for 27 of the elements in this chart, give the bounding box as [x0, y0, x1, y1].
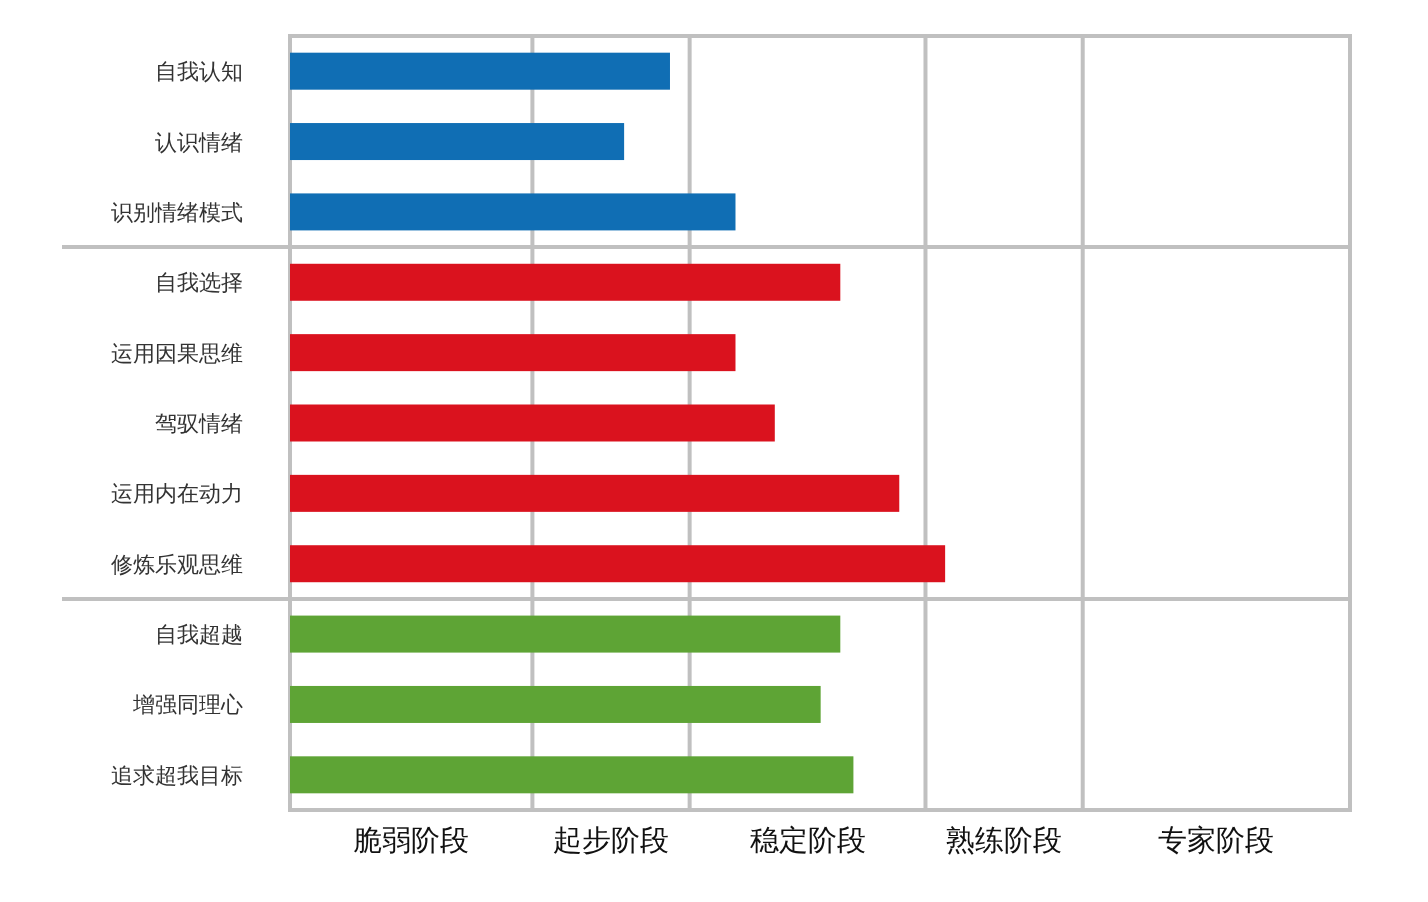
y-tick-label: 自我认知 — [155, 59, 243, 85]
y-tick-label: 增强同理心 — [132, 692, 243, 718]
bar — [290, 263, 841, 301]
bar — [290, 756, 854, 794]
bar — [290, 193, 736, 231]
bar — [290, 545, 946, 583]
y-tick-label: 识别情绪模式 — [111, 199, 243, 225]
bar — [290, 474, 900, 512]
text: 脆弱阶段 — [353, 823, 470, 857]
y-tick-label: 自我选择 — [155, 270, 243, 296]
y-tick-label: 修炼乐观思维 — [111, 551, 243, 577]
y-tick-label: 运用因果思维 — [111, 340, 243, 366]
bar — [290, 52, 670, 90]
bar — [290, 685, 821, 723]
bar — [290, 615, 841, 653]
text: 熟练阶段 — [946, 823, 1063, 857]
y-tick-label: 驾驭情绪 — [155, 411, 243, 436]
text: 起步阶段 — [553, 823, 670, 857]
y-tick-label: 认识情绪 — [155, 129, 243, 155]
bar — [290, 123, 625, 161]
bar — [290, 334, 736, 372]
text: 稳定阶段 — [749, 823, 866, 857]
y-tick-label: 自我超越 — [155, 622, 243, 648]
y-tick-label: 运用内在动力 — [111, 481, 243, 507]
bar — [290, 404, 775, 442]
text: 专家阶段 — [1158, 823, 1275, 857]
y-tick-label: 追求超我目标 — [111, 762, 243, 788]
